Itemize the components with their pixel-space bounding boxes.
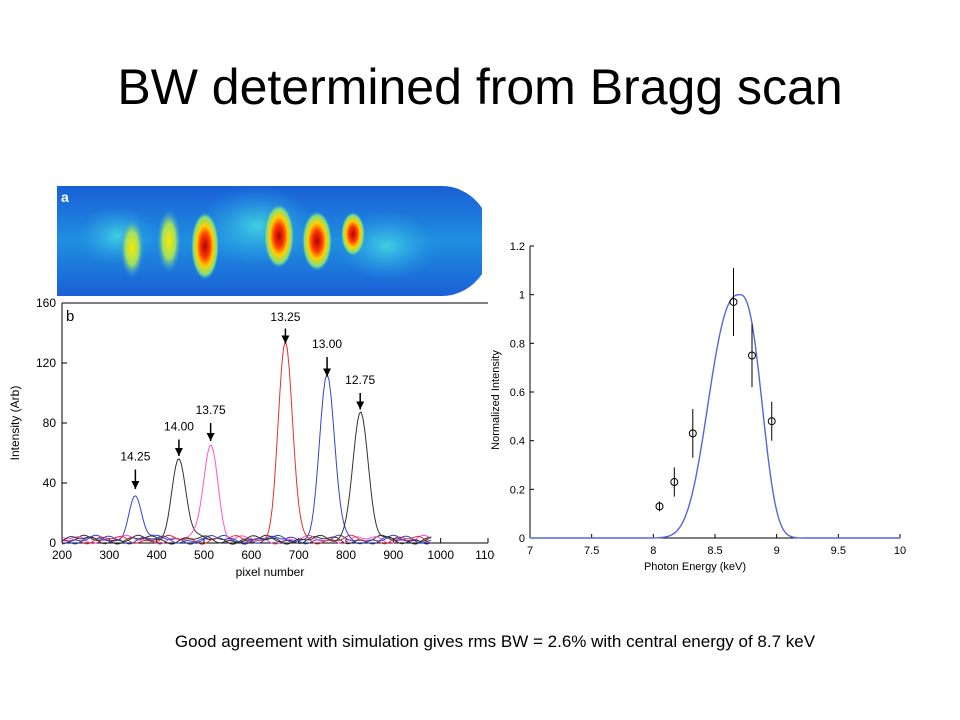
peak-label-14.00: 14.00 <box>164 420 194 434</box>
y-tick-label: 0.6 <box>510 387 525 399</box>
data-point <box>670 478 679 487</box>
series-line-14.00 <box>61 458 432 545</box>
y-tick-label: 80 <box>43 416 57 430</box>
peak-arrow-head <box>281 335 290 344</box>
x-tick-label: 8 <box>650 545 656 557</box>
x-tick-label: 7.5 <box>584 545 599 557</box>
panel-b-label: b <box>66 308 74 325</box>
peak-label-13.25: 13.25 <box>270 310 300 324</box>
peak-arrow-head <box>206 433 215 441</box>
x-tick-label: 500 <box>194 548 214 562</box>
detector-heatmap: a <box>57 186 482 296</box>
x-tick-label: 200 <box>52 548 72 562</box>
peak-arrow-head <box>174 448 183 456</box>
peak-arrow-head <box>356 401 365 410</box>
x-tick-label: 8.5 <box>707 545 722 557</box>
series-line-13.25 <box>61 339 432 545</box>
energy-chart: 0 0.2 0.4 0.6 0.8 1 1.2 7 7.5 8 8.5 9 9.5 10 Photon En… <box>490 241 906 573</box>
caption: Good agreement with simulation gives rms… <box>174 632 816 651</box>
peak-label-12.75: 12.75 <box>345 373 375 387</box>
panel-a-label: a <box>61 189 69 205</box>
series-line-13.75 <box>61 444 432 545</box>
x-axis-label: Photon Energy (keV) <box>644 561 746 573</box>
x-tick-label: 1100 <box>475 548 495 562</box>
y-tick-label: 160 <box>36 296 56 310</box>
data-point <box>729 297 738 306</box>
y-tick-label: 0.8 <box>510 338 525 350</box>
data-point <box>767 417 776 426</box>
peak-label-14.25: 14.25 <box>120 450 150 464</box>
x-tick-label: 9 <box>774 545 780 557</box>
x-tick-label: 600 <box>241 548 261 562</box>
y-tick-label: 0 <box>519 533 525 545</box>
x-tick-label: 300 <box>99 548 119 562</box>
x-tick-label: 1000 <box>427 548 454 562</box>
y-tick-label: 0 <box>49 536 56 550</box>
y-tick-label: 0.4 <box>510 436 525 448</box>
y-tick-label: 0.2 <box>510 484 525 496</box>
y-tick-label: 1.2 <box>510 241 525 253</box>
series-line-14.25 <box>62 495 432 545</box>
series-line-13.00 <box>61 372 432 545</box>
peak-label-13.00: 13.00 <box>312 337 342 351</box>
y-tick-label: 40 <box>43 476 57 490</box>
peak-label-13.75: 13.75 <box>196 403 226 417</box>
spectra-chart: 0 40 80 120 160 200 300 400 500 600 700 800 900 1000 1… <box>8 296 495 579</box>
x-tick-label: 800 <box>336 548 356 562</box>
x-tick-label: 900 <box>383 548 403 562</box>
x-tick-label: 10 <box>894 545 906 557</box>
x-axis-label: pixel number <box>236 565 305 579</box>
data-point <box>688 429 697 438</box>
peak-arrow-head <box>131 481 140 489</box>
y-axis-label: Intensity (Arb) <box>8 386 22 461</box>
y-tick-label: 120 <box>36 356 56 370</box>
data-point <box>655 502 664 511</box>
x-tick-label: 9.5 <box>831 545 846 557</box>
y-tick-label: 1 <box>519 290 525 302</box>
y-axis-label: Normalized Intensity <box>490 350 502 450</box>
slide-title: BW determined from Bragg scan <box>117 59 843 115</box>
data-point <box>748 351 756 360</box>
fit-curve <box>530 294 900 539</box>
series-line-12.75 <box>61 411 432 545</box>
x-tick-label: 700 <box>289 548 309 562</box>
peak-arrow-head <box>323 368 332 377</box>
x-tick-label: 7 <box>527 545 533 557</box>
x-tick-label: 400 <box>147 548 167 562</box>
